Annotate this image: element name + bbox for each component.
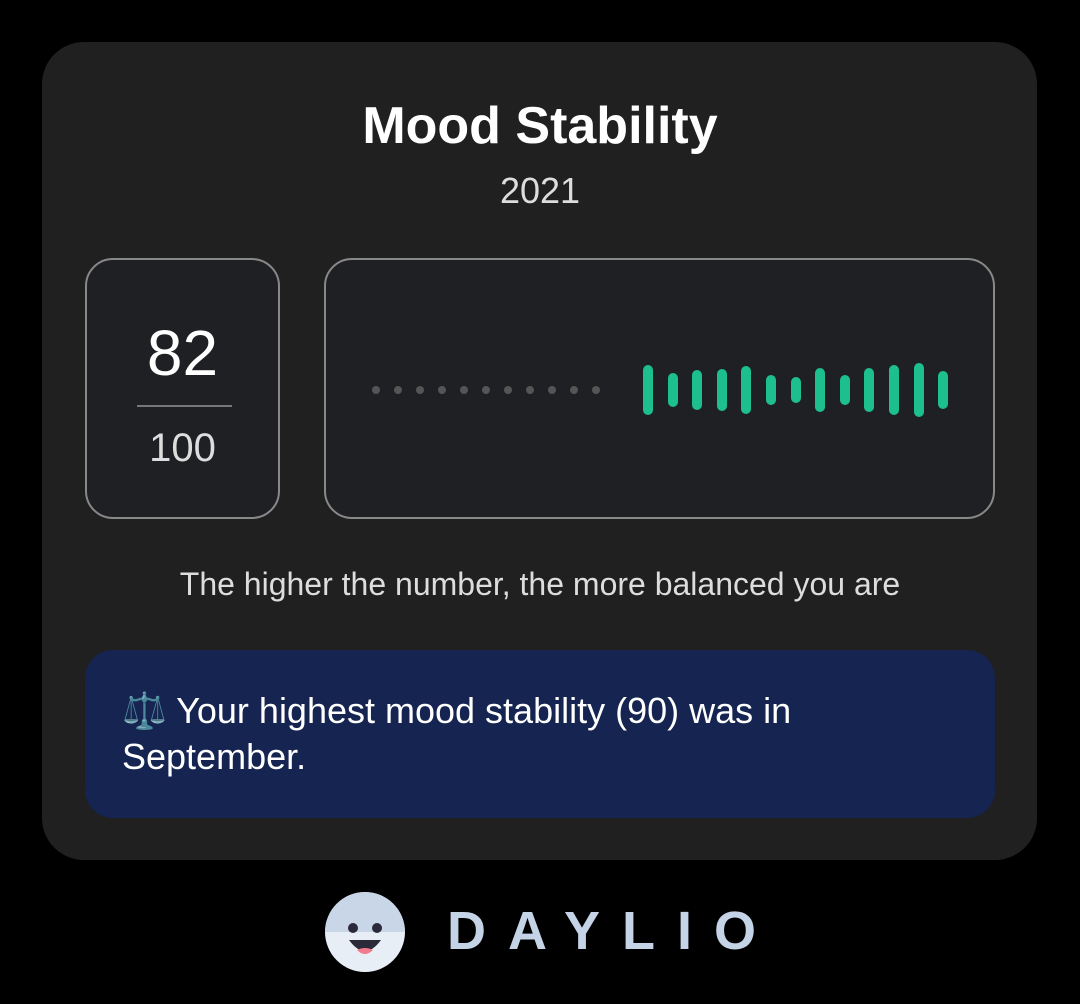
divider [137, 405, 232, 407]
wave [372, 363, 948, 417]
bars [643, 363, 948, 417]
logo-text: DAYLIO [447, 901, 779, 961]
caption: The higher the number, the more balanced… [179, 566, 901, 602]
note: ⚖️ Your highest mood stability (90) was … [85, 650, 995, 818]
score-box: 82 100 [85, 258, 280, 519]
score: 82 [146, 317, 219, 389]
dots [372, 386, 600, 394]
title: Mood Stability [362, 97, 718, 155]
logo-face [325, 892, 405, 972]
year: 2021 [499, 170, 581, 211]
score-max: 100 [149, 426, 216, 470]
wave-box [324, 258, 995, 519]
